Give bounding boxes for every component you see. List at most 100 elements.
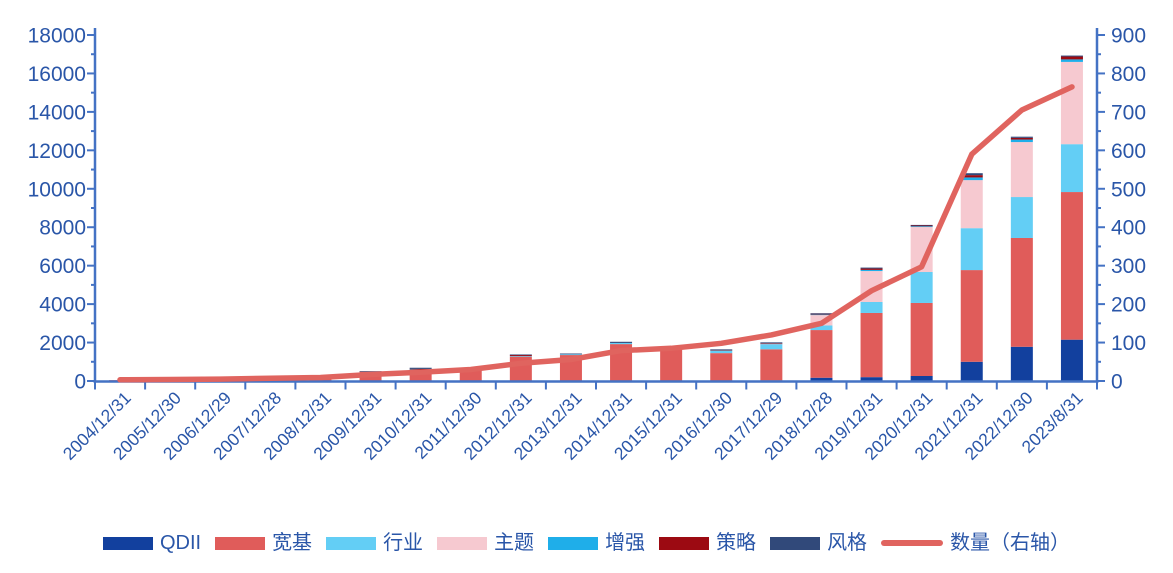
legend-item-宽基: 宽基	[215, 533, 312, 553]
bar-segment-策略	[810, 313, 833, 315]
legend-label: 宽基	[272, 532, 313, 554]
bar-segment-风格	[710, 349, 733, 350]
bar-segment-策略	[710, 349, 733, 351]
right-axis-tick-label: 0	[1111, 371, 1123, 394]
bar-segment-宽基	[860, 312, 883, 378]
bar-segment-主题	[1060, 61, 1083, 145]
bar-segment-行业	[610, 342, 633, 345]
legend-color-swatch	[437, 536, 488, 550]
count-line-series	[117, 84, 1075, 383]
bar-segment-行业	[760, 344, 783, 350]
right-axis-tick-label: 600	[1111, 140, 1146, 163]
bar-segment-策略	[1010, 137, 1033, 140]
bar-segment-行业	[810, 325, 833, 331]
bar-segment-宽基	[1060, 192, 1083, 340]
right-axis-tick-label: 800	[1111, 63, 1146, 86]
bar-segment-风格	[810, 313, 833, 314]
legend-color-swatch	[102, 536, 153, 550]
left-axis-tick-label: 0	[74, 371, 86, 394]
bar-segment-主题	[960, 180, 983, 229]
left-axis-tick-label: 14000	[28, 101, 86, 124]
bar-segment-QDII	[860, 377, 883, 381]
bar-segment-增强	[1060, 59, 1083, 62]
bar-segment-宽基	[810, 330, 833, 378]
bar-segment-行业	[559, 354, 582, 356]
bar-segment-行业	[710, 350, 733, 354]
legend-item-风格: 风格	[770, 533, 867, 553]
bar-segment-宽基	[660, 348, 683, 381]
bar-segment-宽基	[960, 270, 983, 362]
legend-line-swatch	[881, 540, 944, 546]
bar-segment-增强	[910, 226, 933, 228]
right-axis-tick-label: 300	[1111, 255, 1146, 278]
left-axis-tick-label: 4000	[39, 294, 86, 317]
bar-segment-行业	[910, 272, 933, 303]
legend-color-swatch	[215, 536, 266, 550]
left-axis-tick-label: 2000	[39, 332, 86, 355]
bar-segment-主题	[1010, 142, 1033, 198]
bar-segment-宽基	[710, 353, 733, 381]
bar-segment-策略	[509, 355, 532, 357]
legend-item-主题: 主题	[437, 533, 534, 553]
bar-segment-策略	[409, 368, 432, 370]
bar-segment-增强	[960, 177, 983, 181]
bar-segment-QDII	[910, 376, 933, 381]
chart-legend: QDII 宽基 行业 主题 增强 策略 风格 数量（右轴）	[0, 528, 1173, 558]
bar-segment-QDII	[1010, 346, 1033, 381]
legend-color-swatch	[326, 536, 377, 550]
bar-segment-策略	[860, 268, 883, 270]
legend-label: 增强	[605, 532, 646, 554]
bar-segment-增强	[810, 314, 833, 316]
bar-segment-行业	[1010, 197, 1033, 238]
legend-color-swatch	[659, 536, 710, 550]
right-axis-tick-label: 400	[1111, 217, 1146, 240]
bar-segment-宽基	[1010, 237, 1033, 347]
bar-segment-风格	[610, 341, 633, 343]
bar-segment-宽基	[409, 369, 432, 381]
bar-segment-风格	[860, 267, 883, 269]
bar-segment-风格	[409, 367, 432, 369]
legend-label: QDII	[159, 532, 202, 554]
left-axis-tick-label: 16000	[28, 63, 86, 86]
bar-segment-风格	[1010, 136, 1033, 138]
left-axis-tick-label: 18000	[28, 25, 86, 48]
legend-item-增强: 增强	[548, 533, 645, 553]
right-axis-tick-label: 100	[1111, 332, 1146, 355]
right-axis-tick-label: 500	[1111, 178, 1146, 201]
left-axis-tick-label: 12000	[28, 140, 86, 163]
bar-segment-风格	[760, 342, 783, 344]
bar-segment-策略	[960, 175, 983, 178]
legend-label: 主题	[494, 532, 535, 554]
legend-item-QDII: QDII	[102, 532, 202, 554]
bar-segment-增强	[760, 343, 783, 345]
legend-color-swatch	[770, 536, 821, 550]
bar-segment-风格	[1060, 55, 1083, 57]
legend-label: 策略	[716, 532, 757, 554]
bar-segment-行业	[1060, 144, 1083, 193]
bar-segment-策略	[910, 225, 933, 227]
left-axis-tick-label: 8000	[39, 217, 86, 240]
right-axis-tick-label: 900	[1111, 25, 1146, 48]
bar-segment-策略	[1060, 56, 1083, 60]
bar-segment-QDII	[1060, 339, 1083, 381]
bar-segment-行业	[960, 228, 983, 271]
legend-label: 数量（右轴）	[950, 532, 1071, 554]
bar-segment-宽基	[760, 349, 783, 381]
bar-segment-主题	[760, 344, 783, 345]
legend-item-行业: 行业	[326, 533, 423, 553]
bar-segment-增强	[860, 269, 883, 272]
right-axis-tick-label: 700	[1111, 101, 1146, 124]
bar-segment-风格	[359, 371, 382, 372]
legend-color-swatch	[548, 536, 599, 550]
legend-label: 行业	[383, 532, 424, 554]
right-axis-tick-label: 200	[1111, 294, 1146, 317]
bar-segment-QDII	[960, 361, 983, 381]
bar-segment-行业	[509, 356, 532, 357]
legend-label: 风格	[827, 532, 868, 554]
legend-item-策略: 策略	[659, 533, 756, 553]
bar-segment-风格	[559, 353, 582, 355]
bar-segment-行业	[860, 302, 883, 313]
bar-segment-风格	[509, 354, 532, 356]
